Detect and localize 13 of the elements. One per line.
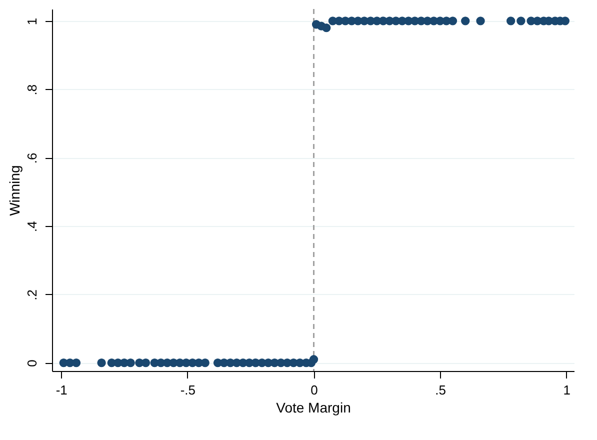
y-tick-label: .2 [24,290,40,300]
y-tick-label: .4 [24,221,40,232]
x-tick-label: 1 [563,382,571,398]
x-axis-title: Vote Margin [276,400,351,416]
y-axis-title: Winning [6,165,22,216]
x-tick-label: -.5 [180,382,196,398]
y-tick-label: .8 [24,84,40,96]
y-tick-label: .6 [24,152,40,164]
x-tick-label: 0 [310,382,318,398]
x-tick-label: .5 [435,382,446,398]
y-tick-label: 0 [24,360,40,367]
x-tick-label: -1 [56,382,68,398]
y-tick-label: 1 [24,18,40,26]
